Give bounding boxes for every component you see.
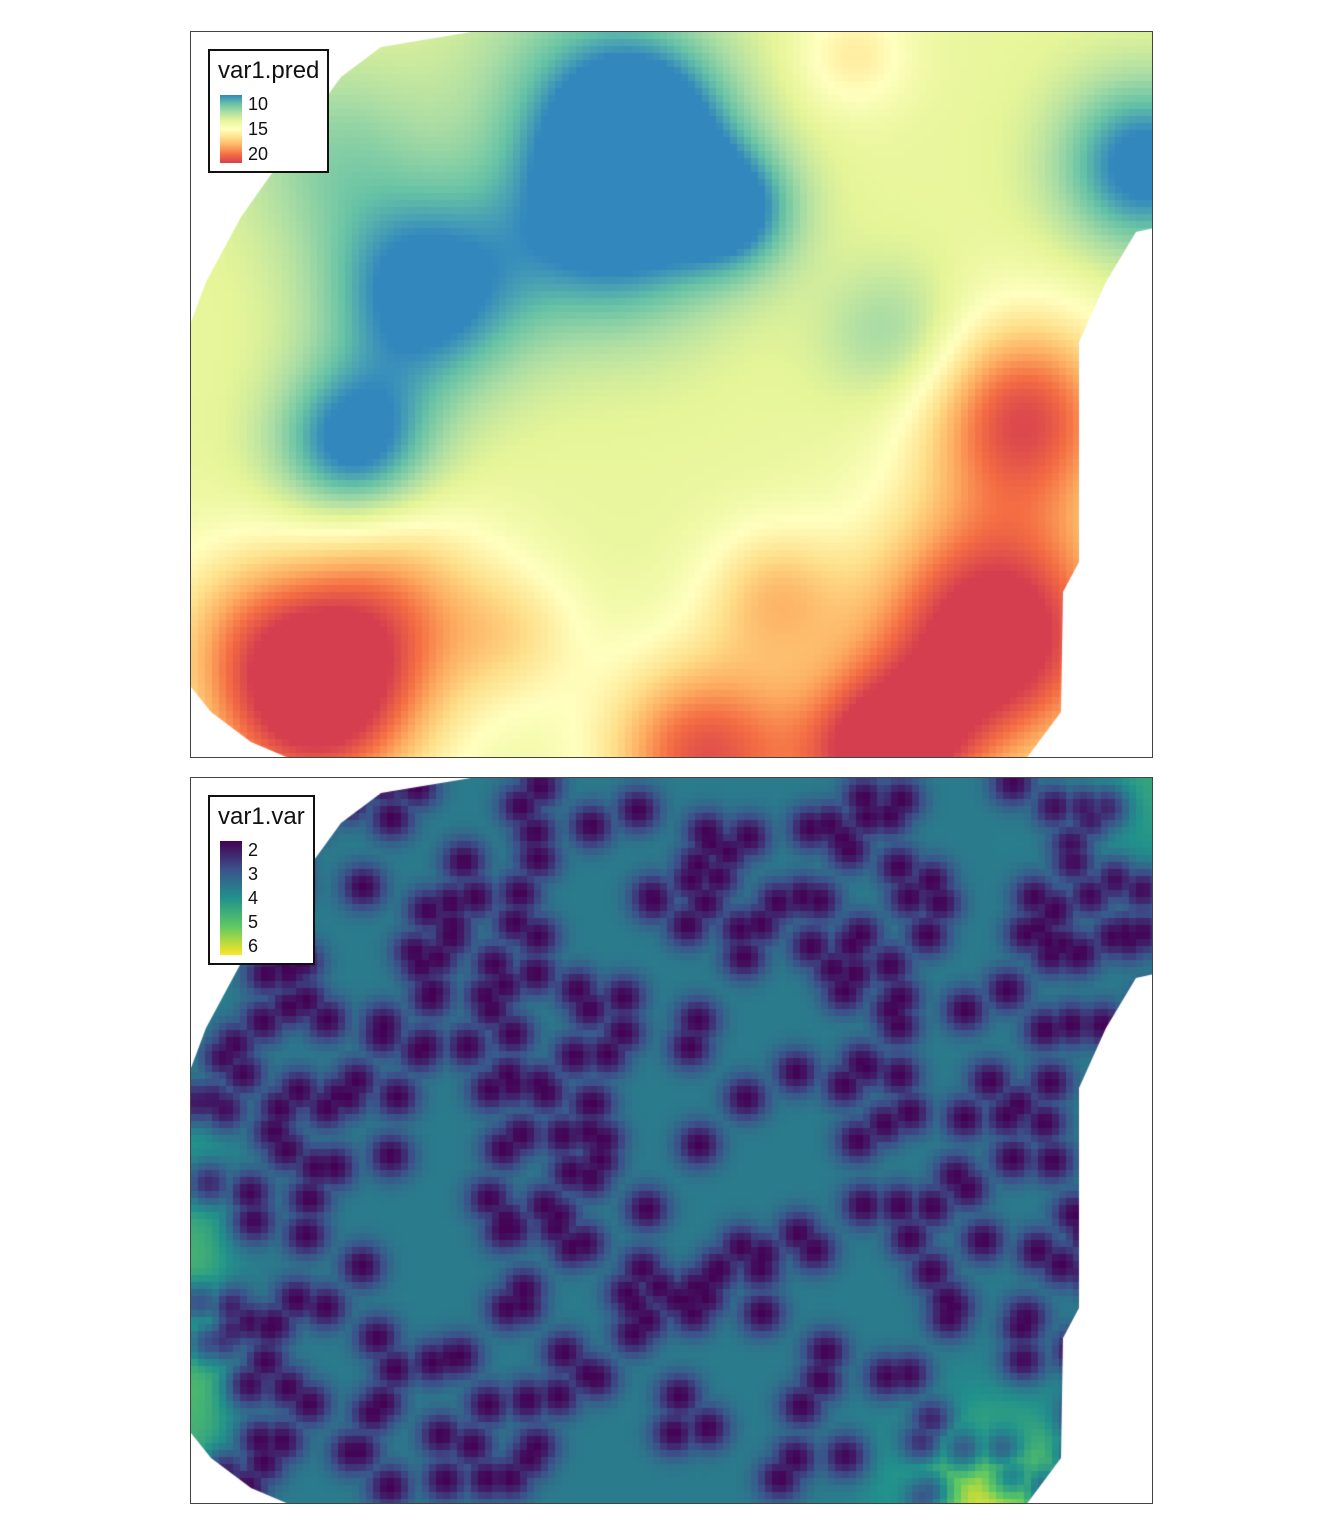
legend-label: 3 xyxy=(248,864,259,884)
prediction-map-panel: var1.pred 10 15 20 xyxy=(190,31,1153,758)
color-ramp xyxy=(220,95,242,163)
variance-raster xyxy=(191,778,1152,1503)
prediction-raster xyxy=(191,32,1152,757)
legend-label: 20 xyxy=(248,144,269,164)
legend-title: var1.var xyxy=(218,803,305,830)
legend-label: 4 xyxy=(248,888,259,908)
legend-title: var1.pred xyxy=(218,57,320,84)
legend-label: 6 xyxy=(248,936,259,956)
legend-label: 15 xyxy=(248,119,269,139)
variance-legend: var1.var 2 3 4 5 6 xyxy=(208,795,315,965)
variance-map-panel: var1.var 2 3 4 5 6 xyxy=(190,777,1153,1504)
color-ramp xyxy=(220,841,242,955)
legend-label: 2 xyxy=(248,840,259,860)
legend-label: 5 xyxy=(248,912,259,932)
prediction-legend: var1.pred 10 15 20 xyxy=(208,49,330,173)
legend-label: 10 xyxy=(248,94,269,114)
